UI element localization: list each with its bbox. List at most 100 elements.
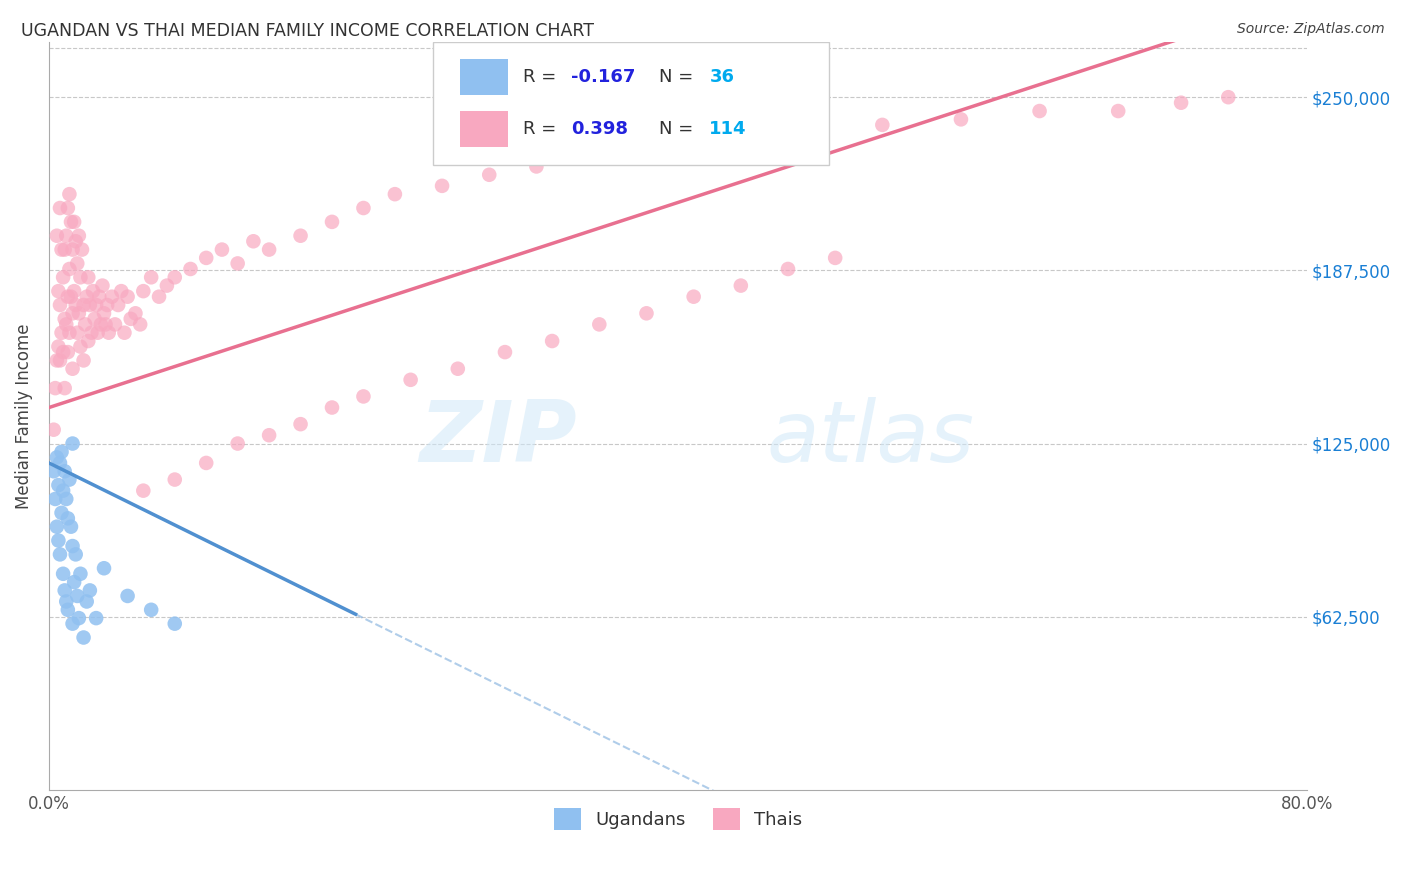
Point xyxy=(42,464,65,478)
Point xyxy=(56,201,79,215)
Point xyxy=(62,436,84,450)
Point xyxy=(1028,103,1050,118)
Point xyxy=(114,326,136,340)
Point xyxy=(129,318,152,332)
Point xyxy=(65,298,87,312)
Point xyxy=(56,511,79,525)
Point xyxy=(67,306,90,320)
Point xyxy=(63,215,86,229)
Point xyxy=(79,583,101,598)
Point xyxy=(447,361,470,376)
Point xyxy=(45,353,67,368)
Text: N =: N = xyxy=(659,120,699,138)
Point xyxy=(53,243,76,257)
Text: 36: 36 xyxy=(710,68,734,86)
Point xyxy=(62,539,84,553)
Point xyxy=(94,318,117,332)
Point xyxy=(290,417,312,432)
Point xyxy=(62,616,84,631)
Point xyxy=(51,243,73,257)
Point xyxy=(72,298,94,312)
Point xyxy=(163,270,186,285)
Point xyxy=(110,284,132,298)
Point xyxy=(257,243,280,257)
Point xyxy=(59,290,82,304)
Point xyxy=(163,616,186,631)
Point xyxy=(1107,103,1129,118)
Point xyxy=(384,187,406,202)
Point xyxy=(63,284,86,298)
Point xyxy=(55,491,77,506)
Point xyxy=(242,234,264,248)
Point xyxy=(132,483,155,498)
Point xyxy=(90,318,112,332)
Point xyxy=(478,168,501,182)
Point xyxy=(541,334,564,348)
Point xyxy=(494,345,516,359)
Point xyxy=(526,160,548,174)
Point xyxy=(76,290,98,304)
Text: -0.167: -0.167 xyxy=(571,68,636,86)
Point xyxy=(79,298,101,312)
Point xyxy=(69,566,91,581)
Point xyxy=(51,445,73,459)
Point xyxy=(49,353,72,368)
Point xyxy=(56,603,79,617)
Point xyxy=(226,436,249,450)
Point xyxy=(55,594,77,608)
Point xyxy=(124,306,146,320)
Y-axis label: Median Family Income: Median Family Income xyxy=(15,323,32,508)
Point xyxy=(56,290,79,304)
Point xyxy=(636,306,658,320)
Point xyxy=(52,270,75,285)
Point xyxy=(65,548,87,562)
Point xyxy=(93,561,115,575)
Legend: Ugandans, Thais: Ugandans, Thais xyxy=(547,800,810,837)
Point xyxy=(141,270,163,285)
Point xyxy=(52,566,75,581)
Point xyxy=(776,262,799,277)
Point xyxy=(49,201,72,215)
Point xyxy=(66,256,89,270)
Point xyxy=(59,519,82,533)
Point xyxy=(83,311,105,326)
Point xyxy=(399,373,422,387)
Point xyxy=(321,215,343,229)
Point xyxy=(430,178,453,193)
Point xyxy=(44,491,66,506)
Point xyxy=(63,575,86,590)
Point xyxy=(67,228,90,243)
Point xyxy=(77,334,100,348)
Point xyxy=(714,132,737,146)
Point xyxy=(682,290,704,304)
Point xyxy=(48,284,70,298)
Point xyxy=(730,278,752,293)
Point xyxy=(56,345,79,359)
Point xyxy=(62,361,84,376)
Text: Source: ZipAtlas.com: Source: ZipAtlas.com xyxy=(1237,22,1385,37)
Point xyxy=(80,326,103,340)
Text: R =: R = xyxy=(523,68,562,86)
Text: 0.398: 0.398 xyxy=(571,120,628,138)
Point xyxy=(226,256,249,270)
Point xyxy=(84,298,107,312)
FancyBboxPatch shape xyxy=(433,42,830,165)
Point xyxy=(72,631,94,645)
Point xyxy=(53,583,76,598)
Point xyxy=(949,112,972,127)
Point xyxy=(117,589,139,603)
Point xyxy=(48,478,70,492)
Point xyxy=(58,326,80,340)
Point xyxy=(52,483,75,498)
Point xyxy=(290,228,312,243)
FancyBboxPatch shape xyxy=(460,111,508,147)
Point xyxy=(58,187,80,202)
Point xyxy=(49,548,72,562)
Point xyxy=(66,589,89,603)
Text: R =: R = xyxy=(523,120,562,138)
Point xyxy=(48,533,70,548)
Point xyxy=(58,473,80,487)
Point xyxy=(824,251,846,265)
Point xyxy=(77,270,100,285)
Point xyxy=(211,243,233,257)
